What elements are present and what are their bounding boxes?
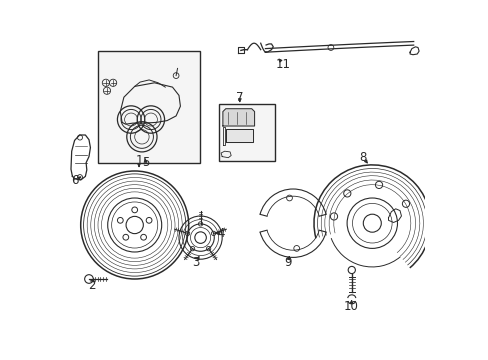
Text: 3: 3 — [192, 256, 199, 269]
Text: 10: 10 — [343, 300, 358, 313]
Text: 6: 6 — [71, 174, 79, 186]
Text: 5: 5 — [142, 156, 149, 169]
Text: 2: 2 — [87, 279, 95, 292]
Text: 8: 8 — [359, 151, 366, 164]
Polygon shape — [225, 129, 253, 142]
Text: 1: 1 — [135, 154, 142, 167]
Bar — [218, 104, 275, 161]
Text: 9: 9 — [284, 256, 291, 269]
Text: 4: 4 — [217, 227, 224, 240]
Polygon shape — [223, 109, 254, 126]
Text: 11: 11 — [275, 58, 290, 71]
Text: 7: 7 — [236, 91, 243, 104]
Bar — [98, 51, 200, 163]
